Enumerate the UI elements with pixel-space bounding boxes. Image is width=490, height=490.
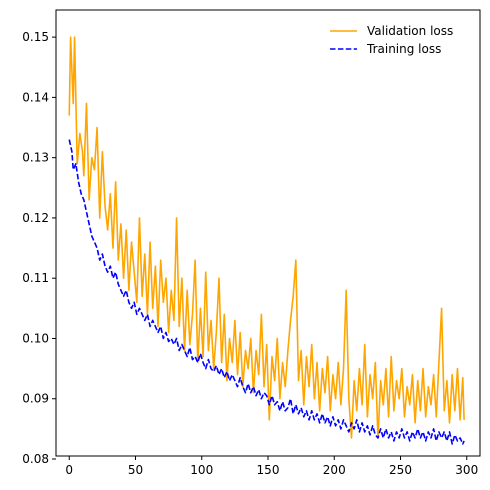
x-tick-label: 250: [389, 463, 412, 477]
x-tick-label: 300: [455, 463, 478, 477]
axes-layer: 0 50 100 150 200 250 300 0.08 0.09 0.10 0.11 0.12 0.…: [22, 9, 481, 477]
x-tick-label: 150: [257, 463, 280, 477]
y-tick-label: 0.15: [22, 30, 49, 44]
x-tick-label: 100: [190, 463, 213, 477]
y-tick-label: 0.13: [22, 151, 49, 165]
y-tick-label: 0.12: [22, 211, 49, 225]
series-line-training-loss: [68, 139, 465, 445]
y-tick-label: 0.11: [22, 271, 49, 285]
series-layer: [68, 36, 465, 445]
y-tick-label: 0.09: [22, 392, 49, 406]
x-tick-label: 0: [65, 463, 73, 477]
x-tick-label: 50: [128, 463, 143, 477]
x-tick-label: 200: [323, 463, 346, 477]
legend-label: Training loss: [366, 42, 441, 56]
legend-label: Validation loss: [367, 24, 453, 38]
y-tick-label: 0.10: [22, 331, 49, 345]
y-tick-label: 0.14: [22, 90, 49, 104]
y-tick-label: 0.08: [22, 452, 49, 466]
legend: Validation loss Training loss: [330, 24, 453, 56]
series-line-validation-loss: [68, 36, 465, 439]
